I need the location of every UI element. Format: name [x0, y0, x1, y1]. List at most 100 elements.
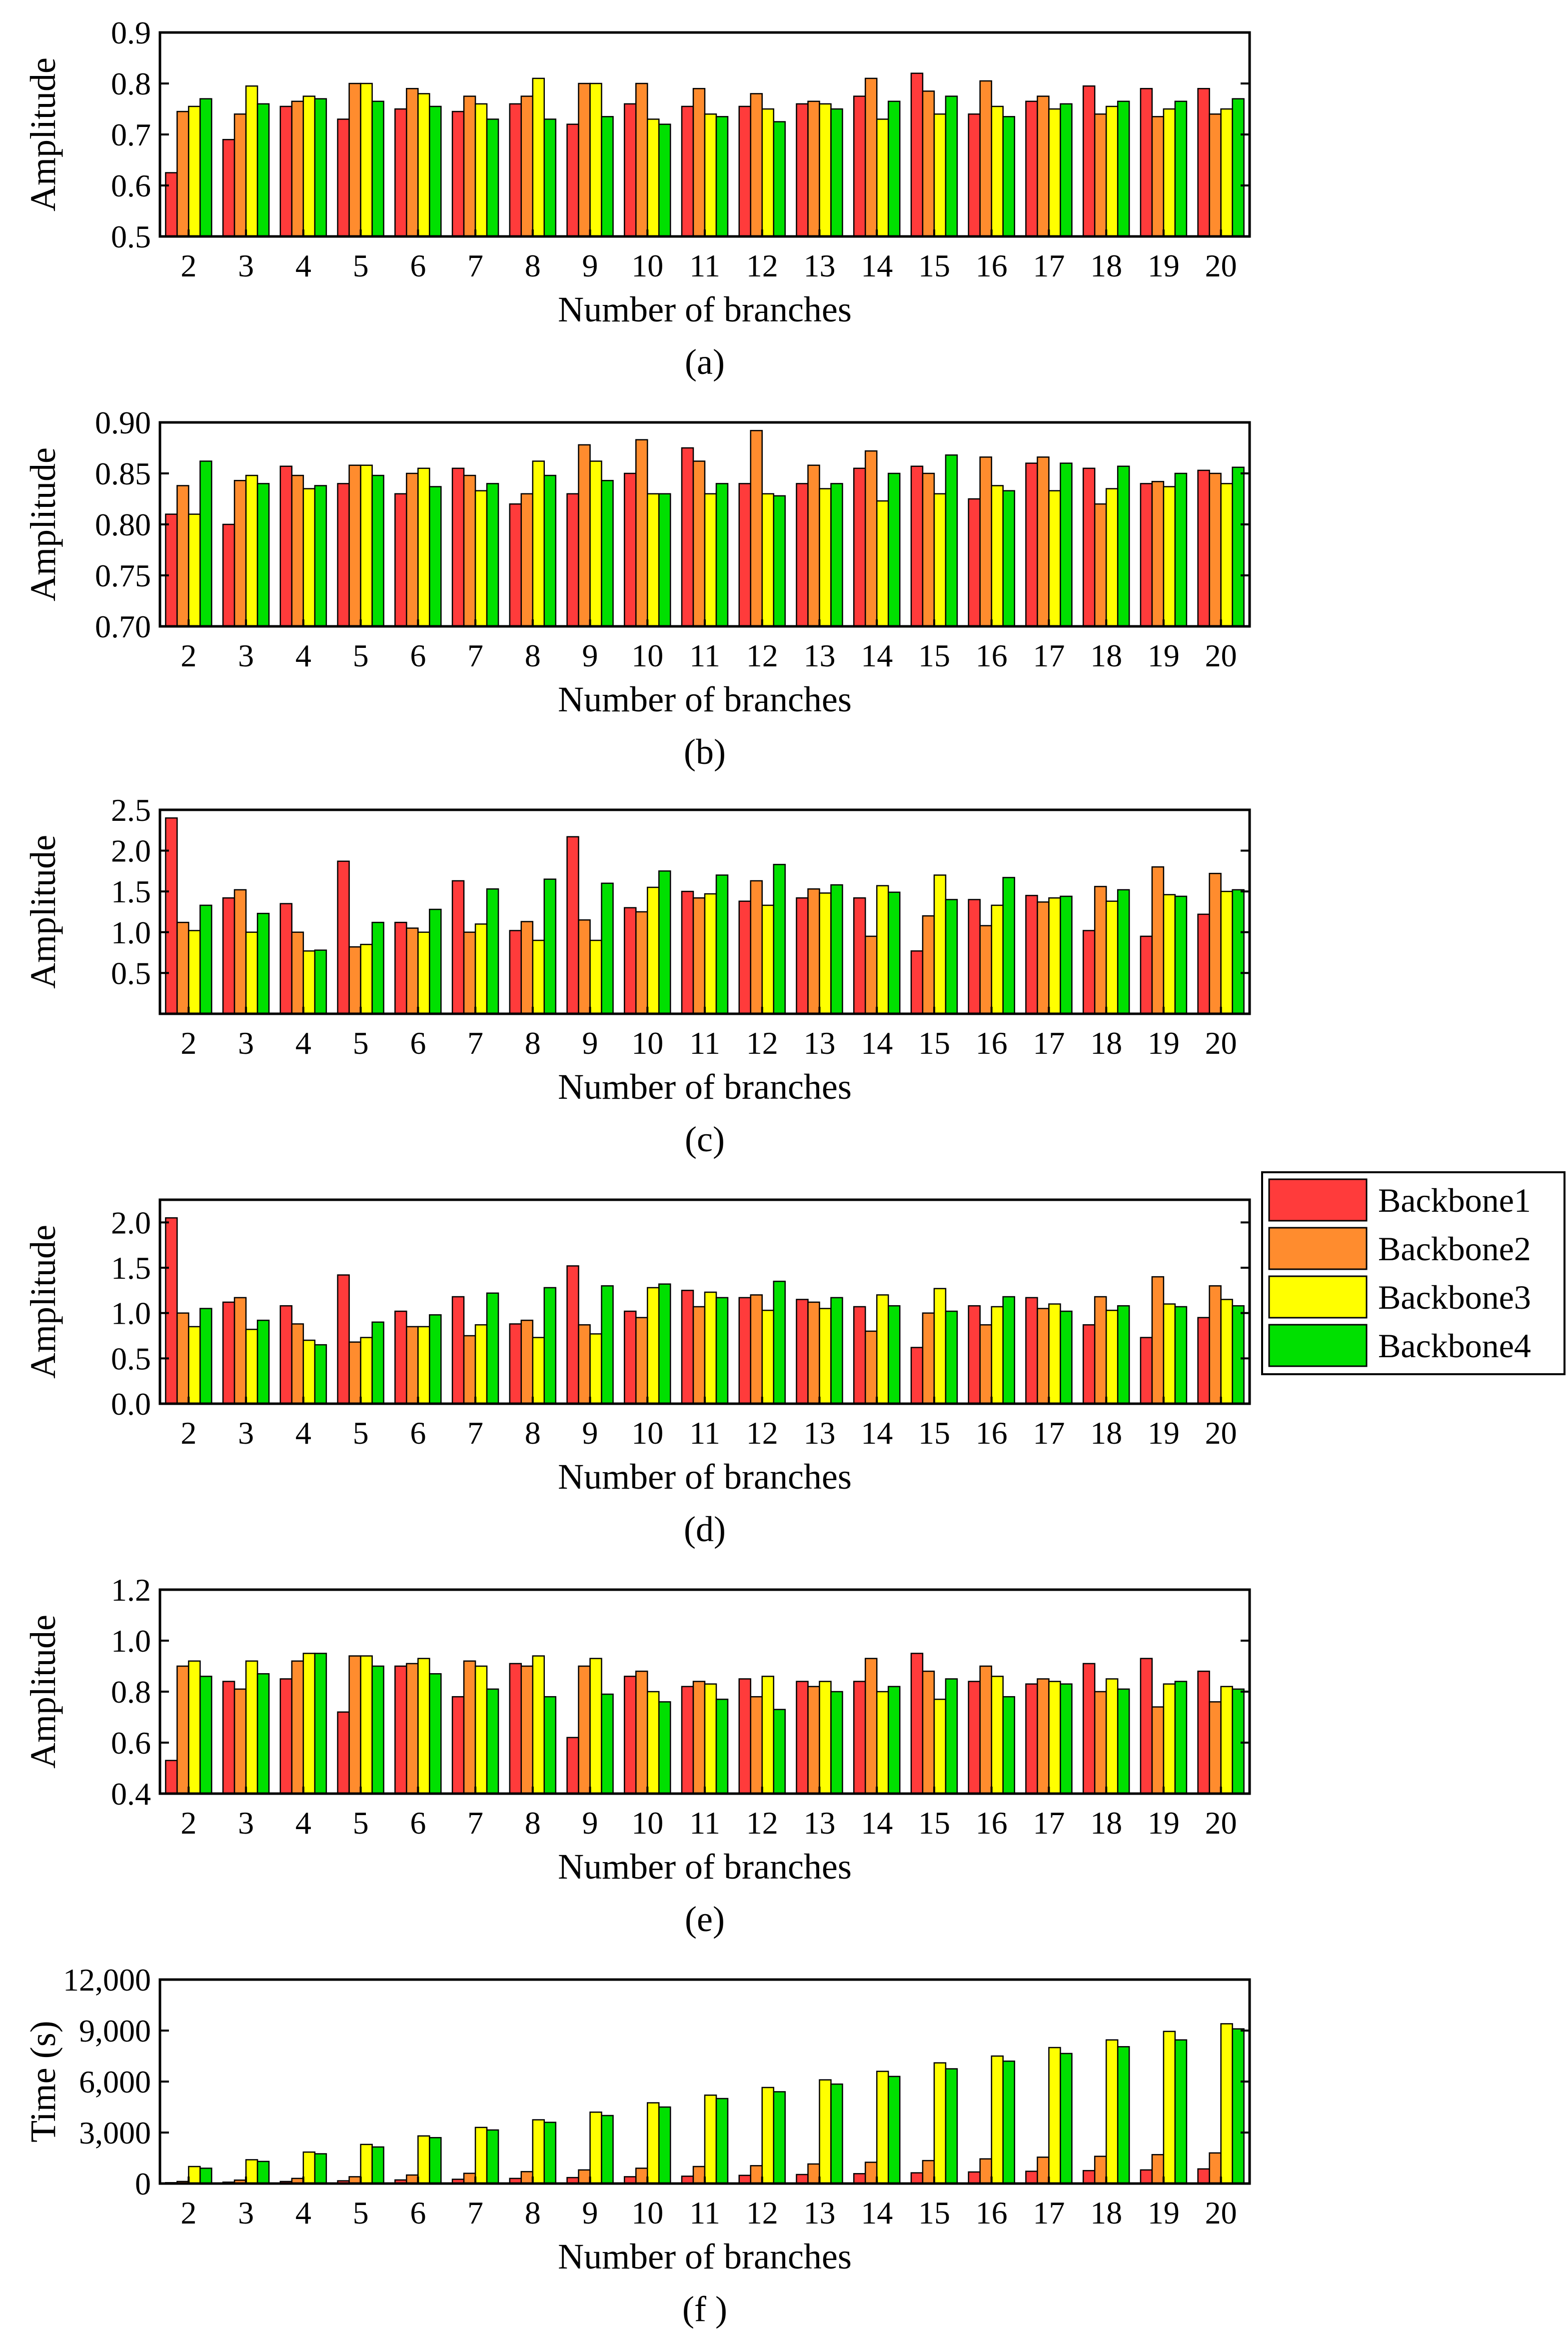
x-axis-title: Number of branches	[558, 1457, 852, 1497]
bar-backbone4-12	[773, 121, 786, 237]
bar-backbone1-2	[165, 817, 178, 1015]
bar-backbone2-9	[578, 919, 591, 1015]
legend-label-backbone2: Backbone2	[1378, 1230, 1531, 1268]
bar-backbone1-18	[1082, 1663, 1096, 1795]
bar-backbone1-19	[1140, 1337, 1153, 1405]
bar-backbone3-18	[1105, 900, 1119, 1015]
bar-backbone3-15	[933, 1699, 947, 1795]
bar-backbone2-10	[635, 439, 648, 627]
bar-backbone3-2	[188, 1326, 201, 1405]
legend-swatch-backbone4	[1268, 1324, 1368, 1367]
bar-backbone2-11	[692, 87, 706, 237]
bar-backbone2-18	[1094, 113, 1107, 237]
x-tick-label: 16	[976, 638, 1008, 673]
bar-backbone3-8	[532, 2119, 545, 2185]
chart-panel-4: 0.0 0.5 1.0 1.5 2.0 2 3 4 5 6 7 8 9 10 11 12 13 14 15 16 17 1…	[23, 1198, 1251, 1549]
y-tick-label: 0.7	[111, 117, 151, 152]
y-tick-label: 0.0	[111, 1386, 151, 1422]
bar-backbone4-20	[1232, 1305, 1245, 1405]
bar-backbone2-8	[520, 493, 534, 627]
bar-backbone2-11	[692, 460, 706, 627]
bar-backbone3-11	[704, 113, 717, 237]
bar-backbone2-13	[807, 464, 820, 627]
x-tick-label: 13	[803, 1415, 835, 1451]
bar-backbone4-9	[601, 1285, 614, 1405]
bar-backbone3-15	[933, 493, 947, 627]
bar-backbone3-7	[474, 1324, 488, 1405]
panel-label: (b)	[684, 732, 726, 772]
bar-backbone3-16	[991, 904, 1004, 1015]
bar-backbone4-11	[715, 1297, 729, 1405]
bar-backbone1-20	[1197, 913, 1210, 1015]
bar-backbone2-10	[635, 2168, 648, 2185]
y-tick-label: 0	[135, 2166, 151, 2202]
bar-backbone2-2	[176, 485, 189, 627]
x-tick-label: 16	[976, 1415, 1008, 1451]
bar-backbone3-6	[417, 1326, 430, 1405]
bar-backbone4-6	[429, 2137, 442, 2185]
chart-panel-3: 0.5 1.0 1.5 2.0 2.5 2 3 4 5 6 7 8 9 10 11 12 13 14 15 16 17 1…	[23, 792, 1251, 1159]
x-tick-label: 4	[295, 1415, 311, 1451]
bar-backbone4-3	[256, 913, 270, 1015]
bar-backbone3-6	[417, 93, 430, 237]
bar-backbone2-17	[1037, 901, 1050, 1015]
x-tick-label: 12	[746, 248, 778, 283]
bar-backbone4-5	[371, 1321, 384, 1405]
bar-backbone1-12	[738, 1678, 751, 1795]
bar-backbone4-18	[1117, 465, 1130, 627]
y-tick-label: 0.5	[111, 955, 151, 991]
bar-backbone4-15	[945, 899, 958, 1015]
bar-backbone4-14	[887, 472, 901, 627]
x-axis-title: Number of branches	[558, 1067, 852, 1107]
bar-backbone2-8	[520, 1319, 534, 1405]
bar-backbone4-11	[715, 116, 729, 237]
x-tick-label: 6	[410, 2195, 426, 2231]
bar-backbone3-5	[360, 2144, 373, 2185]
bar-backbone1-9	[566, 836, 579, 1015]
bar-backbone3-12	[761, 1676, 774, 1795]
bar-backbone4-5	[371, 474, 384, 627]
bar-backbone4-4	[314, 485, 327, 627]
legend-swatch-backbone2	[1268, 1227, 1368, 1270]
x-tick-label: 19	[1148, 638, 1180, 673]
x-tick-label: 19	[1148, 1415, 1180, 1451]
bar-backbone4-19	[1174, 100, 1188, 237]
bar-backbone1-17	[1025, 1683, 1038, 1795]
bar-backbone3-13	[819, 488, 832, 627]
bar-backbone2-16	[979, 1665, 992, 1795]
bar-backbone1-10	[624, 907, 637, 1015]
bar-backbone1-18	[1082, 1324, 1096, 1405]
bar-backbone1-14	[853, 1306, 866, 1405]
bar-backbone4-14	[887, 1686, 901, 1795]
bar-backbone1-6	[394, 1310, 407, 1405]
bar-backbone2-14	[864, 1330, 878, 1405]
bar-backbone2-7	[463, 95, 476, 237]
bar-backbone4-14	[887, 891, 901, 1015]
x-tick-label: 13	[803, 2195, 835, 2231]
y-tick-label: 12,000	[63, 1962, 151, 1998]
bar-backbone2-15	[922, 90, 935, 237]
bar-backbone3-16	[991, 485, 1004, 627]
x-tick-label: 3	[238, 638, 254, 673]
x-tick-label: 10	[631, 638, 663, 673]
bar-backbone3-14	[876, 2071, 889, 2185]
y-tick-label: 2.0	[111, 1205, 151, 1240]
x-axis-title: Number of branches	[558, 289, 852, 329]
bar-backbone4-18	[1117, 1688, 1130, 1795]
x-tick-label: 8	[525, 2195, 541, 2231]
bar-backbone3-8	[532, 1337, 545, 1405]
bar-backbone1-20	[1197, 2168, 1210, 2185]
x-tick-label: 6	[410, 1805, 426, 1841]
bar-backbone3-3	[245, 474, 258, 627]
bar-backbone3-2	[188, 105, 201, 237]
x-tick-label: 13	[803, 248, 835, 283]
bar-backbone3-3	[245, 931, 258, 1015]
bar-backbone3-9	[589, 1658, 602, 1795]
bar-backbone3-17	[1048, 1303, 1061, 1405]
x-tick-label: 9	[582, 1025, 598, 1061]
legend-label-backbone3: Backbone3	[1378, 1278, 1531, 1316]
bar-backbone1-4	[279, 1678, 293, 1795]
bar-backbone1-19	[1140, 483, 1153, 627]
bar-backbone2-6	[406, 2174, 419, 2185]
